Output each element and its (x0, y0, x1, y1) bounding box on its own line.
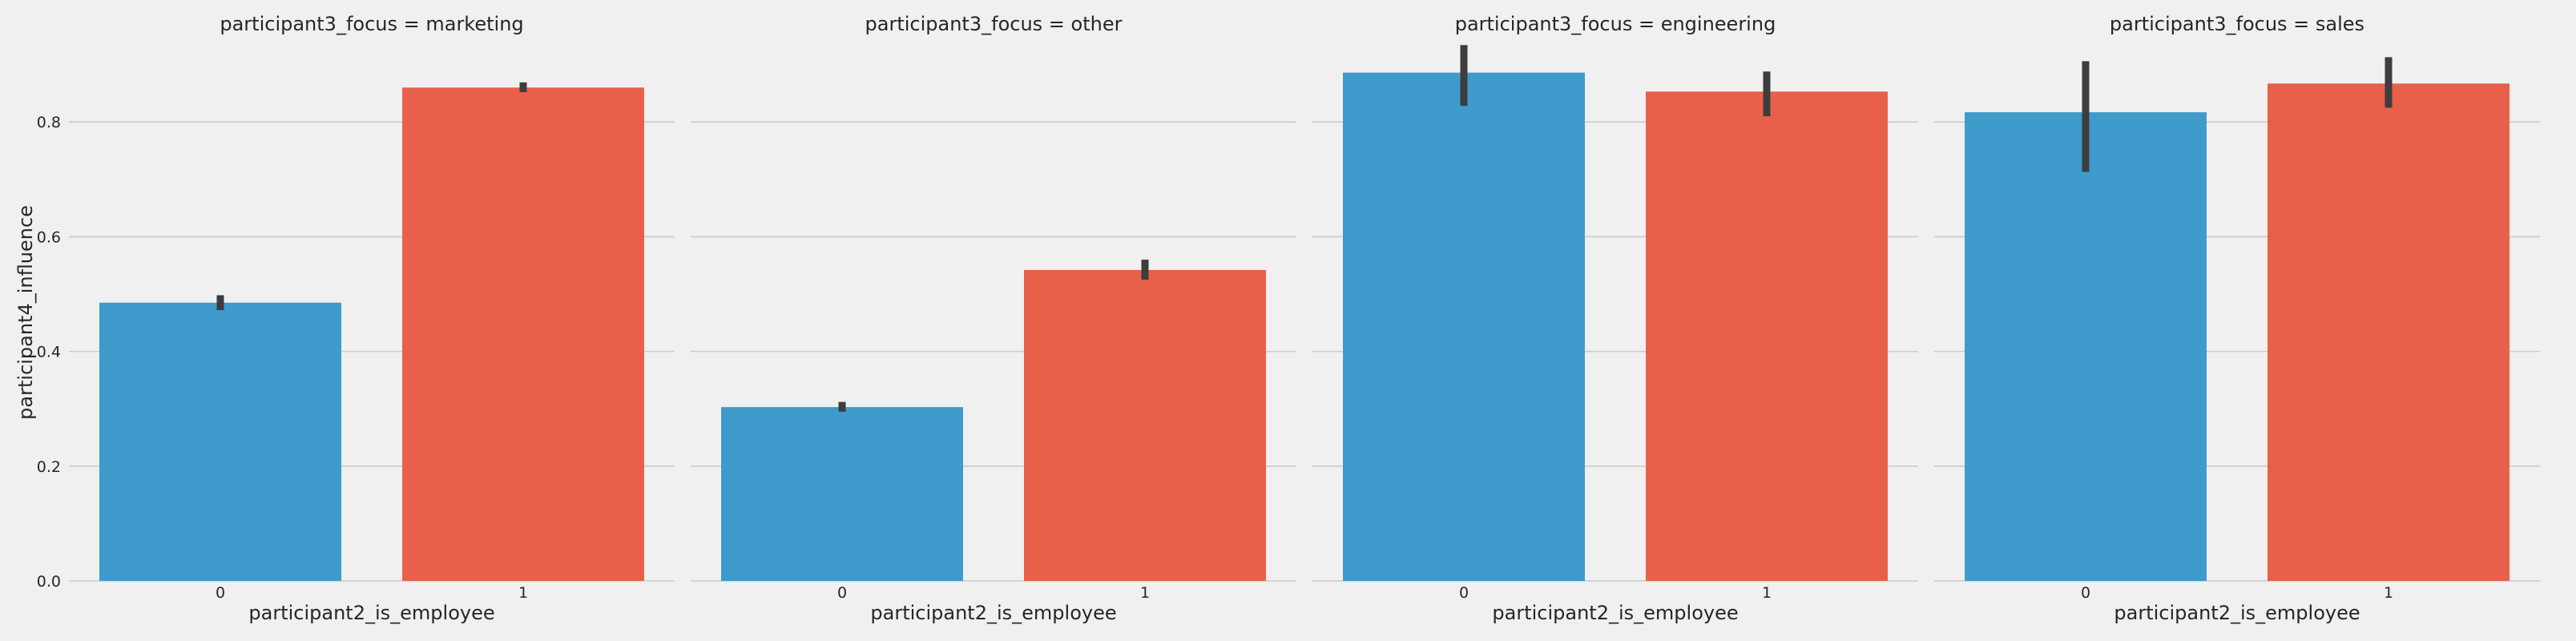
facet-panel: participant3_focus = other 0 1 participant2… (691, 13, 1296, 624)
bar (402, 87, 644, 581)
y-tick-label: 0.6 (37, 228, 61, 246)
bar (1646, 91, 1888, 581)
facet-title: participant3_focus = other (865, 13, 1123, 35)
y-tick-label: 0.0 (37, 573, 61, 591)
facet-grid: 0.0 0.2 0.4 0.6 0.8 participant3_focus = mark… (37, 13, 2540, 624)
x-tick-label: 1 (518, 584, 528, 602)
x-tick-label: 0 (837, 584, 847, 602)
y-tick-label: 0.2 (37, 458, 61, 476)
bar (2268, 83, 2509, 581)
bar (721, 407, 963, 581)
facet-panel: participant3_focus = engineering 0 1 partic… (1312, 13, 1918, 624)
x-axis-label: participant2_is_employee (248, 602, 494, 624)
y-axis-label: participant4_influence (14, 205, 37, 420)
facet-panel: participant3_focus = sales 0 1 participant2… (1934, 13, 2540, 624)
y-tick-label: 0.4 (37, 344, 61, 361)
y-tick-label: 0.8 (37, 114, 61, 131)
x-axis-label: participant2_is_employee (870, 602, 1116, 624)
facet-panel: 0.0 0.2 0.4 0.6 0.8 participant3_focus = mark… (37, 13, 675, 624)
bar (1965, 112, 2207, 582)
x-tick-label: 0 (1459, 584, 1469, 602)
bar (1024, 269, 1266, 581)
x-tick-label: 1 (2384, 584, 2393, 602)
x-axis-label: participant2_is_employee (2114, 602, 2360, 624)
bar (1343, 72, 1585, 582)
x-tick-label: 1 (1762, 584, 1772, 602)
facet-title: participant3_focus = sales (2110, 13, 2364, 35)
bar (99, 302, 341, 581)
facet-title: participant3_focus = engineering (1455, 13, 1776, 35)
x-axis-label: participant2_is_employee (1492, 602, 1738, 624)
x-tick-label: 0 (2081, 584, 2090, 602)
facet-title: participant3_focus = marketing (220, 13, 523, 35)
x-tick-label: 1 (1140, 584, 1150, 602)
x-tick-label: 0 (216, 584, 225, 602)
